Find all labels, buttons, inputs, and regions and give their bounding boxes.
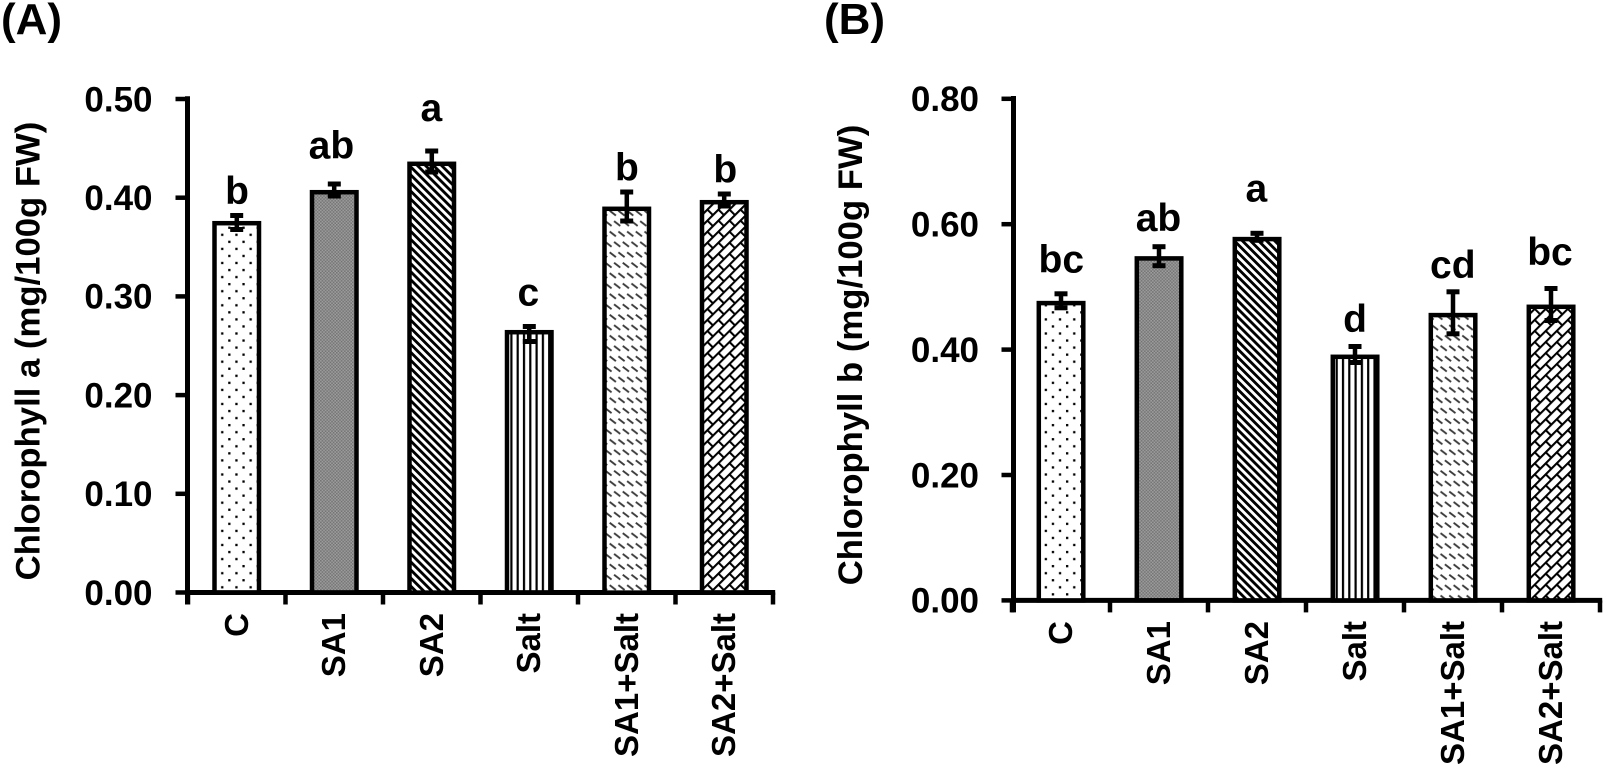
svg-text:0.40: 0.40	[911, 331, 979, 370]
svg-text:0.30: 0.30	[84, 278, 152, 317]
svg-text:Chlorophyll b (mg/100g FW): Chlorophyll b (mg/100g FW)	[832, 125, 870, 586]
svg-text:a: a	[421, 87, 443, 130]
svg-text:C: C	[1042, 621, 1079, 645]
svg-text:Chlorophyll a (mg/100g FW): Chlorophyll a (mg/100g FW)	[10, 122, 48, 581]
svg-text:b: b	[713, 149, 737, 192]
svg-text:0.20: 0.20	[84, 376, 152, 415]
svg-text:a: a	[1246, 168, 1268, 211]
svg-text:cd: cd	[1430, 244, 1476, 287]
svg-text:ab: ab	[309, 125, 355, 168]
svg-text:SA1+Salt: SA1+Salt	[608, 613, 645, 757]
svg-text:0.10: 0.10	[84, 475, 152, 514]
svg-text:0.20: 0.20	[911, 456, 979, 495]
svg-text:c: c	[517, 271, 539, 314]
svg-text:0.50: 0.50	[84, 80, 152, 119]
svg-text:0.80: 0.80	[911, 80, 979, 119]
svg-text:d: d	[1343, 298, 1367, 341]
svg-text:(A): (A)	[1, 0, 62, 44]
svg-text:Salt: Salt	[1336, 621, 1373, 682]
svg-text:SA2: SA2	[413, 613, 450, 677]
svg-text:bc: bc	[1527, 231, 1573, 274]
svg-text:SA2+Salt: SA2+Salt	[1532, 621, 1569, 765]
svg-text:(B): (B)	[824, 0, 885, 44]
svg-text:Salt: Salt	[510, 613, 547, 674]
svg-text:0.60: 0.60	[911, 206, 979, 245]
svg-text:0.00: 0.00	[84, 574, 152, 613]
svg-text:C: C	[218, 613, 255, 637]
svg-text:ab: ab	[1136, 197, 1182, 240]
svg-text:SA2+Salt: SA2+Salt	[705, 613, 742, 757]
svg-text:SA1: SA1	[315, 613, 352, 677]
svg-text:b: b	[225, 170, 249, 213]
svg-text:b: b	[615, 147, 639, 190]
svg-text:SA1+Salt: SA1+Salt	[1434, 621, 1471, 765]
svg-text:SA1: SA1	[1140, 621, 1177, 685]
svg-text:0.40: 0.40	[84, 179, 152, 218]
svg-text:0.00: 0.00	[911, 582, 979, 621]
svg-text:bc: bc	[1039, 239, 1085, 282]
svg-text:SA2: SA2	[1238, 621, 1275, 685]
